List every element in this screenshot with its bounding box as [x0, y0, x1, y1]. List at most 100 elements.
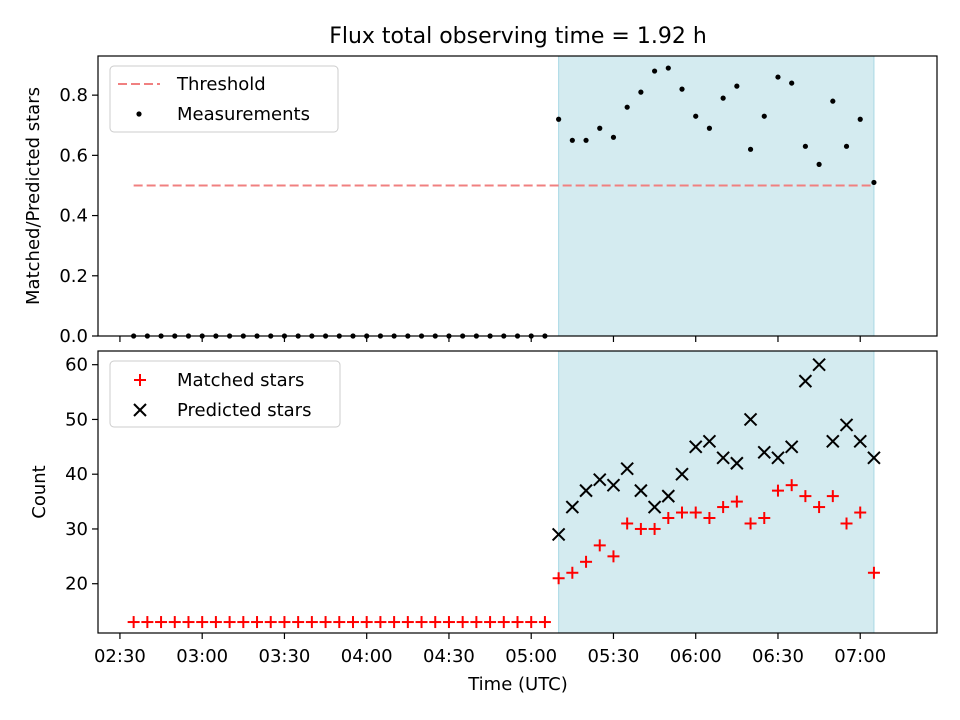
matched-star-point	[771, 484, 784, 497]
matched-stars-series	[127, 479, 880, 629]
bottom-y-tick-label: 60	[65, 355, 88, 376]
top-y-tick-label: 0.6	[59, 145, 88, 166]
bottom-y-tick-label: 50	[65, 409, 88, 430]
bottom-plot-frame	[97, 350, 938, 634]
x-tick-label: 04:30	[423, 646, 475, 667]
matched-star-point	[278, 616, 291, 629]
matched-star-point	[251, 616, 264, 629]
predicted-star-point	[826, 434, 840, 449]
bottom-y-tick-label: 40	[65, 464, 88, 485]
measurement-point	[624, 104, 630, 110]
predicted-star-point	[757, 445, 771, 460]
predicted-star-point	[716, 451, 730, 465]
bottom-highlight-span	[558, 350, 875, 634]
matched-star-point	[703, 512, 716, 525]
matched-star-point	[511, 616, 524, 629]
matched-star-point	[497, 616, 510, 629]
bottom-y-tick-label: 30	[65, 519, 88, 540]
x-tick-label: 05:00	[505, 646, 557, 667]
measurement-point	[693, 113, 699, 119]
bottom-y-axis-label: Count	[29, 465, 50, 518]
measurement-point	[610, 134, 617, 140]
predicted-star-point	[606, 478, 621, 492]
x-tick-label: 05:30	[588, 646, 640, 667]
matched-star-point	[333, 616, 346, 629]
matched-star-point	[689, 506, 702, 519]
measurement-point	[747, 146, 754, 152]
predicted-star-point	[675, 467, 689, 481]
predicted-star-point	[743, 412, 758, 427]
bottom-legend: Matched stars Predicted stars	[109, 360, 341, 428]
measurement-point	[679, 86, 685, 92]
measurement-point	[789, 80, 795, 86]
measurement-point	[775, 74, 781, 80]
predicted-star-point	[839, 418, 854, 432]
matched-star-point	[470, 616, 483, 629]
figure-title: Flux total observing time = 1.92 h	[329, 24, 707, 49]
matched-star-point	[662, 512, 675, 525]
predicted-star-point	[551, 527, 566, 542]
matched-star-point	[580, 555, 593, 568]
predicted-star-point	[689, 440, 703, 454]
measurement-point	[761, 113, 767, 119]
top-plot: 0.00.20.40.60.8 Matched/Predicted stars …	[23, 55, 938, 347]
legend-predicted-label: Predicted stars	[177, 400, 311, 421]
bottom-legend-box	[109, 360, 341, 428]
matched-star-point	[744, 517, 757, 530]
top-y-tick-label: 0.0	[59, 326, 88, 347]
bottom-plot: 20 30 40 50 60 02:30 03:00 03:30 04:00 04:30 05:0…	[29, 350, 938, 695]
legend-matched-label: Matched stars	[177, 370, 304, 391]
predicted-star-point	[661, 489, 676, 503]
predicted-star-point	[812, 357, 826, 372]
measurement-point	[720, 95, 726, 101]
bottom-x-axis-ticks: 02:30 03:00 03:30 04:00 04:30 05:00 05:30 06:00…	[94, 633, 886, 667]
top-y-tick-label: 0.2	[59, 266, 88, 287]
matched-star-point	[127, 616, 140, 629]
matched-star-point	[525, 616, 538, 629]
matched-star-point	[799, 490, 812, 503]
measurement-point	[802, 143, 808, 149]
matched-star-point	[676, 506, 689, 519]
predicted-star-point	[702, 434, 717, 449]
matched-star-point	[621, 517, 634, 530]
matched-star-point	[840, 517, 853, 530]
top-x-axis-ticks	[119, 336, 861, 342]
legend-threshold-label: Threshold	[176, 74, 266, 95]
top-legend-box	[109, 65, 339, 133]
measurement-point	[651, 68, 658, 74]
measurement-point	[706, 125, 713, 131]
matched-star-point	[223, 616, 236, 629]
predicted-star-point	[647, 500, 662, 514]
matched-star-point	[374, 616, 387, 629]
x-tick-label: 07:00	[834, 646, 886, 667]
matched-star-point	[346, 616, 359, 629]
matched-star-point	[292, 616, 305, 629]
legend-predicted-swatch	[133, 403, 147, 417]
matched-star-point	[538, 616, 551, 629]
top-y-tick-label: 0.8	[59, 85, 88, 106]
matched-star-point	[237, 616, 250, 629]
matched-star-point	[442, 616, 455, 629]
predicted-stars-series	[551, 357, 881, 542]
top-legend: Threshold Measurements	[109, 65, 339, 133]
matched-star-point	[155, 616, 168, 629]
predicted-star-point	[620, 462, 634, 476]
top-y-tick-label: 0.4	[59, 206, 88, 227]
matched-star-point	[607, 550, 620, 563]
measurement-point	[597, 125, 603, 131]
measurement-point	[871, 179, 877, 186]
x-tick-label: 02:30	[94, 646, 146, 667]
legend-matched-swatch	[134, 374, 146, 386]
predicted-star-point	[730, 456, 744, 470]
matched-star-point	[552, 572, 565, 585]
x-tick-label: 03:30	[259, 646, 311, 667]
matched-star-point	[264, 616, 277, 629]
matched-star-point	[429, 616, 442, 629]
measurement-point	[569, 137, 575, 143]
matched-star-point	[634, 522, 647, 535]
matched-star-point	[360, 616, 373, 629]
matched-star-point	[401, 616, 414, 629]
top-plot-frame	[97, 55, 938, 337]
matched-star-point	[388, 616, 401, 629]
matched-star-point	[566, 566, 579, 579]
